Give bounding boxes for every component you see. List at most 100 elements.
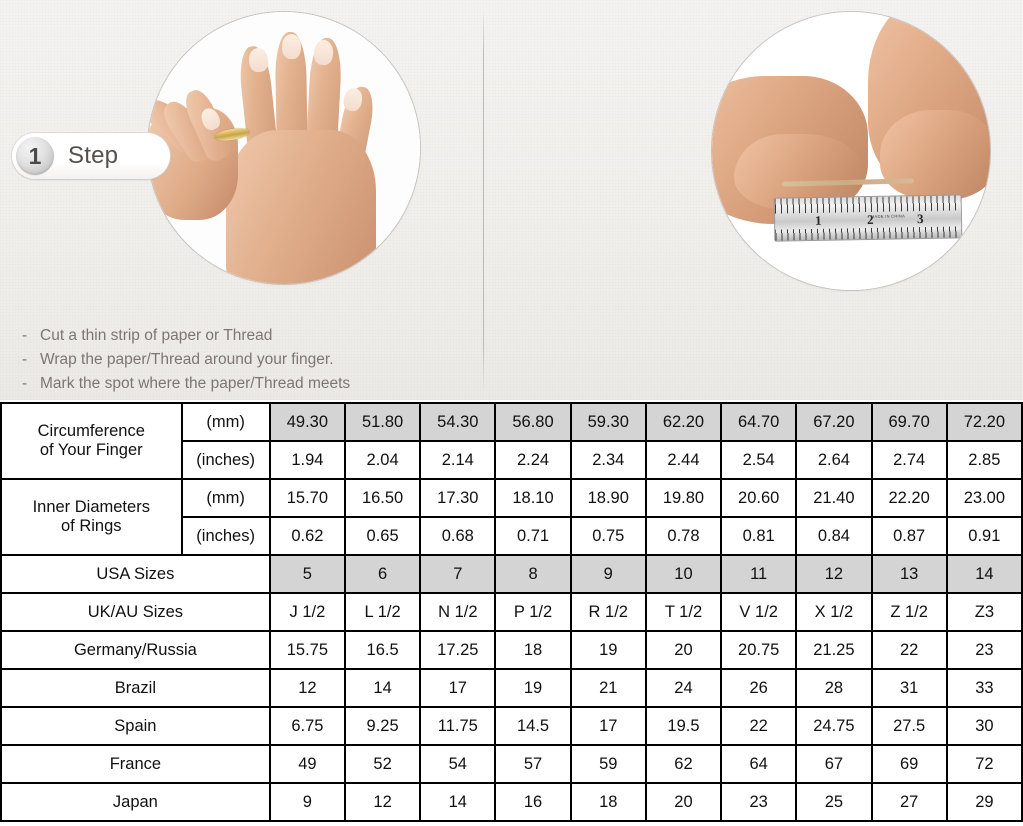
table-cell: 67 [795, 744, 873, 784]
table-cell: 25 [795, 782, 873, 822]
table-cell: 23.00 [945, 478, 1023, 518]
table-cell: 0.91 [945, 516, 1023, 556]
table-cell: 19 [494, 668, 572, 708]
table-cell: 2.74 [870, 440, 948, 480]
table-cell: L 1/2 [343, 592, 422, 632]
row-label: Japan [0, 782, 271, 822]
table-row: Brazil 12 14 17 19 21 24 26 28 31 33 [0, 668, 1023, 708]
row-label: UK/AU Sizes [0, 592, 271, 632]
table-cell: 69.70 [870, 402, 948, 442]
table-cell: 72 [945, 744, 1023, 784]
step-number-1: 1 [16, 137, 54, 175]
table-cell: Z3 [945, 592, 1023, 632]
table-cell: 51.80 [343, 402, 422, 442]
table-cell: 23 [945, 630, 1023, 670]
ruler-icon: 1 2 3 MADE IN CHINA [773, 194, 963, 242]
row-unit: (inches) [180, 516, 271, 556]
table-cell: 14 [419, 782, 497, 822]
table-cell: J 1/2 [268, 592, 346, 632]
table-cell: 17.25 [419, 630, 497, 670]
table-cell: 2.85 [945, 440, 1023, 480]
panel-divider [483, 8, 484, 390]
table-cell: 12 [268, 668, 346, 708]
table-row: Inner Diameters of Rings (mm) 15.70 16.50 17.… [0, 478, 1023, 556]
table-cell: 11.75 [419, 706, 497, 746]
table-cell: 2.04 [343, 440, 422, 480]
table-cell: 17 [569, 706, 647, 746]
table-cell: 57 [494, 744, 572, 784]
table-cell: V 1/2 [720, 592, 798, 632]
table-cell: 21.40 [795, 478, 873, 518]
table-cell: 7 [419, 554, 497, 594]
table-cell: 64 [720, 744, 798, 784]
row-label: Germany/Russia [0, 630, 271, 670]
instruction-line: - Wrap the paper/Thread around your finge… [22, 348, 350, 372]
table-row: Japan 9 12 14 16 18 20 23 25 27 29 [0, 782, 1023, 822]
table-cell: 24 [644, 668, 723, 708]
table-cell: 22 [720, 706, 798, 746]
table-cell: 2.44 [644, 440, 723, 480]
table-cell: 54 [419, 744, 497, 784]
table-cell: 0.78 [644, 516, 723, 556]
table-cell: 23 [720, 782, 798, 822]
table-cell: 52 [343, 744, 422, 784]
table-cell: 2.64 [795, 440, 873, 480]
table-row: (inches) 0.62 0.65 0.68 0.71 0.75 0.78 0.81 0.84… [1, 516, 1023, 556]
instruction-line: - Mark the spot where the paper/Thread me… [22, 372, 350, 396]
table-cell: 24.75 [795, 706, 873, 746]
table-row: Circumference of Your Finger (mm) 49.30 51.8… [0, 402, 1023, 480]
table-cell: 9 [569, 554, 647, 594]
table-cell: 27 [870, 782, 948, 822]
table-cell: 0.75 [569, 516, 647, 556]
table-cell: 0.65 [343, 516, 422, 556]
table-row: (inches) 1.94 2.04 2.14 2.24 2.34 2.44 2.54 2.64… [1, 440, 1023, 480]
table-cell: 17 [419, 668, 497, 708]
table-cell: 54.30 [419, 402, 497, 442]
table-cell: Z 1/2 [870, 592, 948, 632]
table-cell: 15.75 [268, 630, 346, 670]
table-cell: 14.5 [494, 706, 572, 746]
table-cell: 18 [569, 782, 647, 822]
table-cell: 0.62 [268, 516, 346, 556]
table-cell: 9.25 [343, 706, 422, 746]
row-label: USA Sizes [0, 554, 271, 594]
ruler-brand-text: MADE IN CHINA [870, 213, 906, 219]
table-cell: 19.5 [644, 706, 723, 746]
table-cell: 20.75 [720, 630, 798, 670]
table-cell: T 1/2 [644, 592, 723, 632]
table-cell: 18.10 [494, 478, 572, 518]
table-cell: 49 [268, 744, 346, 784]
bullet-dash: - [22, 375, 28, 392]
table-cell: 27.5 [870, 706, 948, 746]
table-row: UK/AU Sizes J 1/2 L 1/2 N 1/2 P 1/2 R 1/2 T 1/… [0, 592, 1023, 632]
table-cell: 12 [795, 554, 873, 594]
table-cell: 31 [870, 668, 948, 708]
row-unit: (inches) [180, 440, 271, 480]
table-cell: 59 [569, 744, 647, 784]
table-cell: 0.84 [795, 516, 873, 556]
table-cell: 8 [494, 554, 572, 594]
table-cell: 62 [644, 744, 723, 784]
table-row: USA Sizes 5 6 7 8 9 10 11 12 13 14 [0, 554, 1023, 594]
table-cell: 20 [644, 782, 723, 822]
table-cell: N 1/2 [419, 592, 497, 632]
bullet-dash: - [22, 327, 28, 344]
size-chart-body: Circumference of Your Finger (mm) 49.30 51.8… [0, 402, 1023, 822]
row-label: Circumference of Your Finger [0, 402, 183, 480]
table-cell: 20 [644, 630, 723, 670]
table-cell: 2.24 [494, 440, 572, 480]
ring-size-chart: Circumference of Your Finger (mm) 49.30 51.8… [0, 402, 1023, 826]
table-cell: 19 [569, 630, 647, 670]
row-label: Spain [0, 706, 271, 746]
step-label-1: Step [68, 142, 119, 169]
table-cell: 16.5 [343, 630, 422, 670]
table-cell: 15.70 [268, 478, 346, 518]
table-cell: 49.30 [268, 402, 346, 442]
table-cell: 29 [945, 782, 1023, 822]
table-cell: 62.20 [644, 402, 723, 442]
table-cell: 72.20 [945, 402, 1023, 442]
table-cell: 0.87 [870, 516, 948, 556]
table-cell: 64.70 [720, 402, 798, 442]
thread-and-ruler-photo: 1 2 3 MADE IN CHINA [712, 12, 990, 290]
table-cell: 9 [268, 782, 346, 822]
